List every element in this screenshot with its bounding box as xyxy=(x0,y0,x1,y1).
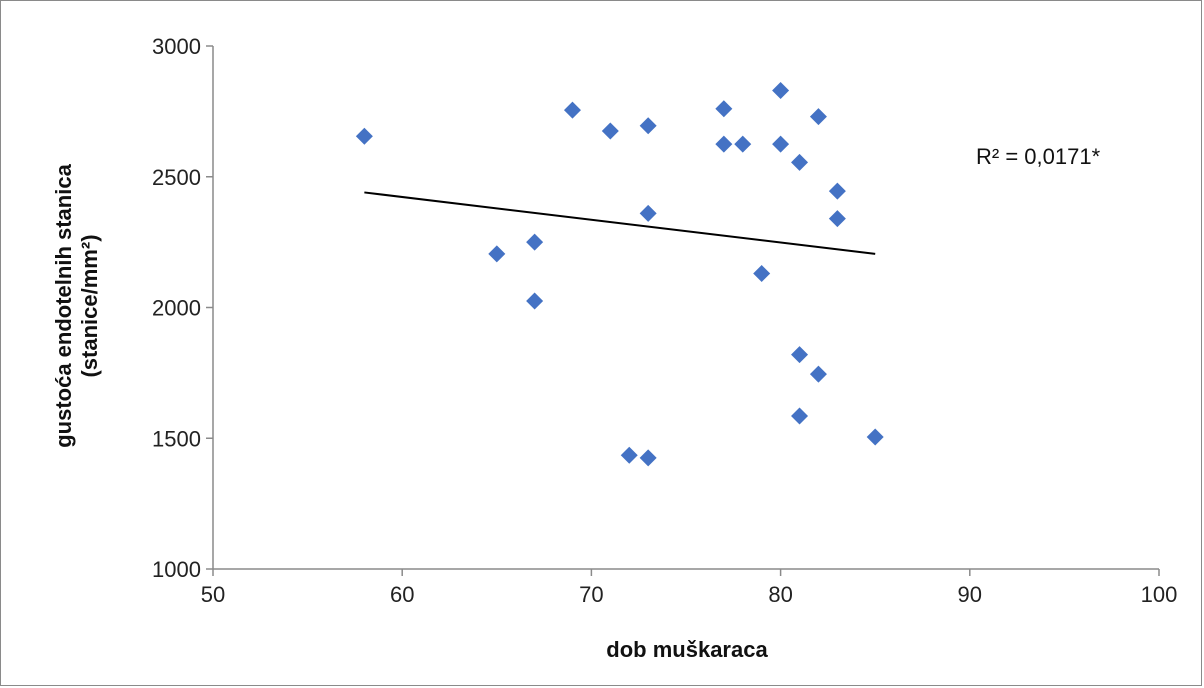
data-point xyxy=(791,153,809,171)
r-squared-annotation: R² = 0,0171* xyxy=(976,144,1101,169)
data-point xyxy=(866,428,884,446)
y-tick-label: 1500 xyxy=(152,426,201,451)
data-point xyxy=(809,365,827,383)
x-ticks: 50 60 70 80 90 100 xyxy=(201,569,1178,607)
x-tick-label: 80 xyxy=(768,582,792,607)
data-point xyxy=(526,292,544,310)
data-point xyxy=(488,245,506,263)
data-point xyxy=(791,346,809,364)
y-axis-title-line2: (stanice/mm²) xyxy=(77,234,102,377)
x-tick-label: 60 xyxy=(390,582,414,607)
data-point xyxy=(620,446,638,464)
data-point xyxy=(639,117,657,135)
data-point xyxy=(772,135,790,153)
y-tick-label: 2000 xyxy=(152,296,201,321)
data-point xyxy=(639,449,657,467)
data-point xyxy=(601,122,619,140)
x-axis-title: dob muškaraca xyxy=(606,637,768,662)
trendline xyxy=(364,191,876,255)
y-ticks: 1000 1500 2000 2500 3000 xyxy=(152,34,213,582)
data-point xyxy=(526,233,544,251)
data-point xyxy=(772,81,790,99)
data-point xyxy=(734,135,752,153)
x-tick-label: 50 xyxy=(201,582,225,607)
data-point xyxy=(715,100,733,118)
x-tick-label: 70 xyxy=(579,582,603,607)
data-point xyxy=(791,407,809,425)
x-tick-label: 90 xyxy=(958,582,982,607)
data-points xyxy=(355,81,884,467)
data-point xyxy=(355,127,373,145)
data-point xyxy=(753,265,771,283)
y-tick-label: 2500 xyxy=(152,165,201,190)
data-point xyxy=(828,182,846,200)
y-tick-label: 3000 xyxy=(152,34,201,59)
data-point xyxy=(828,210,846,228)
data-point xyxy=(563,101,581,119)
data-point xyxy=(639,204,657,222)
y-axis-title-line1: gustoća endotelnih stanica xyxy=(51,163,76,447)
x-tick-label: 100 xyxy=(1141,582,1178,607)
y-tick-label: 1000 xyxy=(152,557,201,582)
data-point xyxy=(715,135,733,153)
data-point xyxy=(809,108,827,126)
axes xyxy=(212,46,1159,570)
